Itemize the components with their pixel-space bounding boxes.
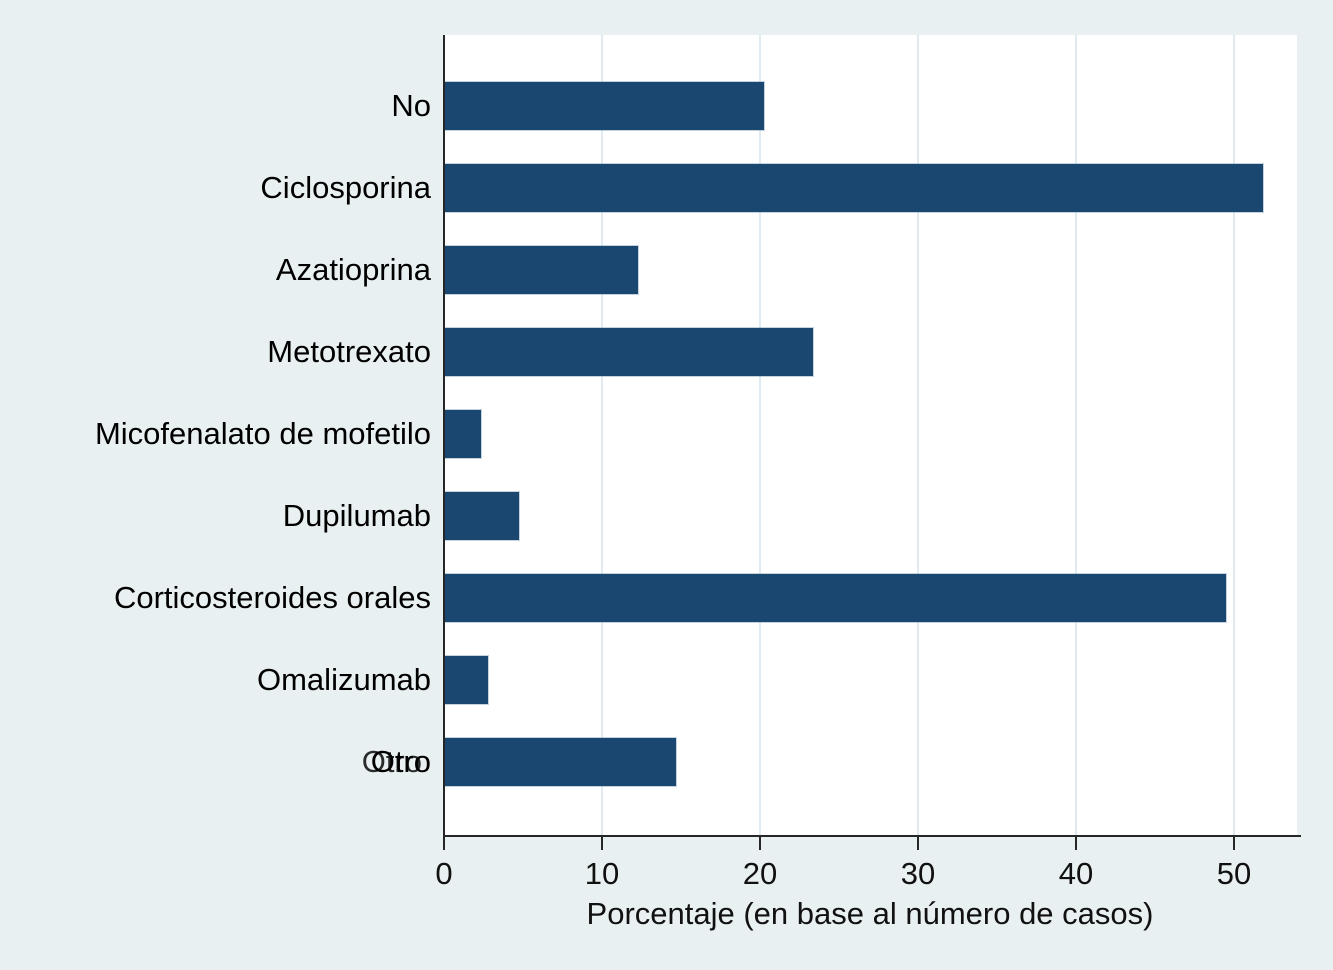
bar-no (445, 82, 765, 130)
x-tick (1075, 837, 1077, 850)
x-tick (917, 837, 919, 850)
bar-otro (445, 738, 676, 786)
category-label-no: No (391, 88, 431, 123)
x-axis-title: Porcentaje (en base al número de casos) (586, 896, 1154, 931)
x-tick (1233, 837, 1235, 850)
category-label-micofenalato-de-mofetilo: Micofenalato de mofetilo (94, 416, 431, 451)
x-axis-line (443, 835, 1301, 837)
x-tick (601, 837, 603, 850)
bar-metotrexato (445, 328, 814, 376)
x-tick-label: 50 (1216, 856, 1252, 891)
bar-ciclosporina (445, 164, 1264, 212)
category-axis-labels: No Ciclosporina Azatioprina Metotrexato Mico… (0, 0, 431, 970)
category-label-corticosteroides-orales: Corticosteroides orales (113, 580, 431, 615)
bar-micofenalato-de-mofetilo (445, 410, 482, 458)
x-tick-label: 40 (1058, 856, 1094, 891)
gridline (917, 35, 919, 835)
x-tick (443, 837, 445, 850)
bar-dupilumab (445, 492, 520, 540)
x-tick-label: 10 (584, 856, 620, 891)
category-label-ciclosporina: Ciclosporina (260, 170, 431, 205)
gridline (601, 35, 603, 835)
y-axis-line (443, 35, 445, 837)
gridline (1075, 35, 1077, 835)
gridline (759, 35, 761, 835)
plot-area (443, 35, 1297, 835)
x-tick-label: 0 (435, 856, 453, 891)
gridline (1233, 35, 1235, 835)
bar-omalizumab (445, 656, 488, 704)
category-label-azatioprina: Azatioprina (275, 252, 431, 287)
category-label-omalizumab: Omalizumab (257, 662, 431, 697)
bar-corticosteroides-orales (445, 574, 1226, 622)
x-tick-label: 30 (900, 856, 936, 891)
category-label-dupilumab: Dupilumab (282, 498, 431, 533)
bar-azatioprina (445, 246, 638, 294)
x-tick (759, 837, 761, 850)
category-label-metotrexato: Metotrexato (267, 334, 431, 369)
category-label-otro: Otro (370, 744, 431, 779)
x-tick-label: 20 (742, 856, 778, 891)
